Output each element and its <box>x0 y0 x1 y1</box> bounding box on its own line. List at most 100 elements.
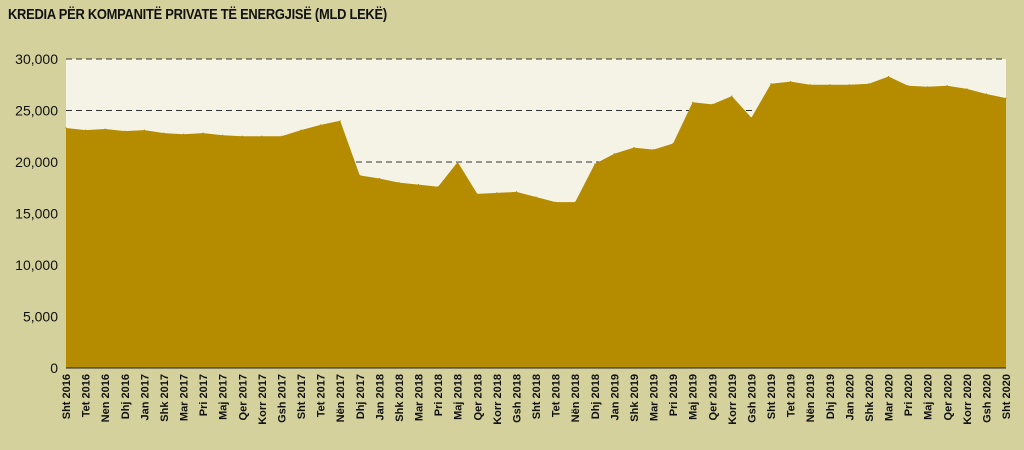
x-tick-label: Dhj 2017 <box>355 374 367 419</box>
data-point <box>868 83 870 85</box>
data-point <box>731 95 733 97</box>
data-point <box>104 128 106 130</box>
x-tick-label: Nen 2016 <box>100 374 112 422</box>
data-point <box>476 193 478 195</box>
x-tick-label: Sht 2016 <box>61 374 73 419</box>
data-point <box>163 132 165 134</box>
data-point <box>378 177 380 180</box>
data-point <box>261 135 263 137</box>
chart-title: KREDIA PËR KOMPANITË PRIVATE TË ENERGJIS… <box>8 6 387 23</box>
x-tick-label: Shk 2017 <box>159 374 171 422</box>
x-tick-label: Gsh 2018 <box>511 374 523 423</box>
data-point <box>1005 97 1007 99</box>
data-point <box>985 93 988 95</box>
x-tick-label: Tet 2016 <box>81 374 93 417</box>
x-tick-label: Jan 2018 <box>374 374 386 420</box>
x-tick-label: Korr 2018 <box>492 374 504 425</box>
x-tick-label: Sht 2019 <box>766 374 778 419</box>
x-tick-label: Nën 2017 <box>335 374 347 422</box>
x-tick-label: Tet 2017 <box>316 374 328 417</box>
x-tick-label: Pri 2018 <box>433 374 445 416</box>
data-point <box>633 146 635 149</box>
y-tick-label: 20,000 <box>15 154 58 170</box>
x-tick-label: Jan 2020 <box>844 374 856 420</box>
data-point <box>280 135 283 137</box>
data-point <box>672 142 674 145</box>
x-tick-label: Dhj 2016 <box>120 374 132 419</box>
x-tick-label: Korr 2019 <box>727 374 739 425</box>
x-tick-label: Pri 2017 <box>198 374 210 416</box>
data-point <box>946 85 948 87</box>
data-points <box>65 75 1007 203</box>
y-tick-label: 30,000 <box>15 51 58 67</box>
data-point <box>535 196 537 198</box>
x-tick-label: Dhj 2018 <box>590 374 602 419</box>
data-point <box>927 86 929 88</box>
x-tick-label: Qer 2020 <box>942 374 954 420</box>
x-tick-label: Sht 2020 <box>1001 374 1013 419</box>
data-point <box>789 81 792 83</box>
x-tick-label: Maj 2018 <box>453 374 465 420</box>
data-point <box>848 84 850 86</box>
x-tick-label: Gsh 2019 <box>746 374 758 423</box>
data-point <box>222 134 224 136</box>
x-tick-label: Mar 2018 <box>414 374 426 421</box>
data-point <box>84 129 87 131</box>
data-point <box>966 88 968 90</box>
x-tick-label: Shk 2020 <box>864 374 876 422</box>
data-point <box>515 191 518 193</box>
x-tick-label: Maj 2019 <box>688 374 700 420</box>
data-point <box>241 135 243 137</box>
y-tick-label: 10,000 <box>15 257 58 273</box>
data-point <box>437 186 439 188</box>
x-tick-label: Maj 2017 <box>218 374 230 420</box>
x-tick-label: Pri 2019 <box>668 374 680 416</box>
x-tick-label: Sht 2018 <box>531 374 543 419</box>
x-tick-label: Qer 2017 <box>237 374 249 420</box>
x-tick-label: Gsh 2020 <box>981 374 993 423</box>
data-point <box>613 153 615 155</box>
x-tick-label: Tet 2018 <box>551 374 563 417</box>
x-tick-label: Korr 2017 <box>257 374 269 425</box>
data-point <box>182 133 185 135</box>
data-point <box>692 101 694 103</box>
data-point <box>887 75 890 78</box>
x-tick-label: Nën 2018 <box>570 374 582 422</box>
x-tick-label: Mar 2019 <box>649 374 661 421</box>
x-tick-label: Shk 2018 <box>394 374 406 422</box>
data-point <box>652 149 655 151</box>
x-tick-label: Korr 2020 <box>962 374 974 425</box>
x-tick-label: Tet 2019 <box>786 374 798 417</box>
data-point <box>809 84 811 86</box>
data-point <box>202 132 204 134</box>
data-point <box>594 163 596 165</box>
data-point <box>907 85 909 87</box>
x-tick-label: Qer 2019 <box>707 374 719 420</box>
x-tick-label: Qer 2018 <box>472 374 484 420</box>
data-point <box>398 182 400 184</box>
x-tick-label: Mar 2017 <box>179 374 191 421</box>
x-tick-label: Gsh 2017 <box>276 374 288 423</box>
data-point <box>300 129 302 131</box>
data-point <box>829 84 831 86</box>
x-tick-label: Jan 2019 <box>609 374 621 420</box>
data-point <box>457 161 459 163</box>
y-tick-label: 0 <box>50 360 58 376</box>
x-tick-label: Maj 2020 <box>923 374 935 420</box>
x-tick-label: Mar 2020 <box>884 374 896 421</box>
data-point <box>770 83 772 85</box>
x-tick-label: Jan 2017 <box>139 374 151 420</box>
y-tick-label: 25,000 <box>15 103 58 119</box>
data-point <box>496 192 498 194</box>
data-point <box>65 127 67 129</box>
x-axis-ticks: Sht 2016 Tet 2016 Nen 2016 Dhj 2016 Jan 2017… <box>61 374 1013 425</box>
x-tick-label: Pri 2020 <box>903 374 915 416</box>
data-point <box>554 201 557 203</box>
y-tick-label: 5,000 <box>23 309 58 325</box>
y-axis-ticks: 0 5,000 10,000 15,000 20,000 25,000 30,000 <box>15 51 58 376</box>
data-point <box>124 130 126 132</box>
data-point <box>711 103 713 105</box>
data-point <box>417 184 420 186</box>
